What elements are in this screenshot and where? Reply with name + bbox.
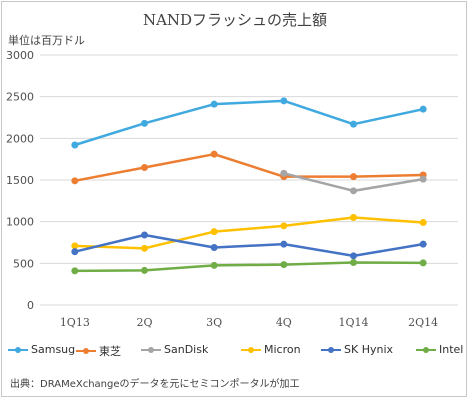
data-point (210, 150, 218, 158)
data-point (141, 119, 148, 127)
legend-swatch (241, 346, 261, 353)
data-point (350, 214, 357, 221)
data-point (280, 97, 288, 105)
legend-swatch (141, 346, 161, 353)
y-tick-label: 2500 (6, 91, 34, 104)
data-point (350, 120, 357, 128)
data-point (350, 259, 357, 266)
legend-item: SK Hynix (321, 343, 393, 356)
legend-label: Intel (439, 343, 464, 356)
x-tick-label: 4Q (276, 316, 292, 329)
legend-swatch (416, 346, 436, 353)
y-tick-label: 0 (27, 299, 34, 312)
series-line (74, 216, 424, 250)
x-tick-label: 1Q13 (60, 316, 90, 329)
data-point (141, 164, 148, 171)
legend-label: 東芝 (99, 345, 121, 358)
data-point (210, 100, 218, 108)
data-point (419, 219, 427, 226)
data-point (141, 266, 148, 274)
y-tick-label: 2000 (6, 132, 34, 145)
y-tick-label: 500 (13, 257, 34, 270)
x-tick-label: 1Q14 (338, 316, 368, 329)
data-point (71, 177, 79, 185)
legend-label: Samsug (31, 343, 76, 356)
x-tick-label: 2Q14 (408, 316, 438, 329)
legend-item: Micron (241, 343, 301, 356)
data-point (210, 228, 218, 236)
series-line (74, 233, 424, 258)
series-line (74, 152, 424, 183)
data-point (280, 169, 288, 177)
legend-label: SanDisk (164, 343, 209, 356)
data-point (210, 244, 218, 251)
legend-item: 東芝 (76, 343, 121, 359)
data-point (210, 261, 218, 269)
chart-legend: Samsug 東芝 SanDisk Micron SK Hynix Intel (8, 343, 468, 361)
y-tick-label: 1500 (6, 174, 34, 187)
data-point (419, 175, 427, 183)
data-point (350, 187, 357, 195)
data-point (280, 222, 288, 230)
legend-label: SK Hynix (344, 343, 394, 356)
legend-swatch (321, 346, 341, 353)
series-line (74, 99, 424, 147)
legend-item: Samsug (8, 343, 75, 356)
series-line (74, 261, 424, 273)
data-point (71, 242, 79, 250)
y-tick-label: 3000 (6, 49, 34, 62)
data-point (350, 252, 357, 260)
data-point (71, 141, 79, 149)
chart-title: NANDフラッシュの売上額 (142, 11, 328, 29)
legend-item: Intel (416, 343, 463, 356)
data-point (280, 261, 288, 269)
legend-item: SanDisk (141, 343, 208, 356)
legend-swatch (8, 346, 28, 353)
data-point (280, 240, 288, 248)
data-point (350, 173, 357, 181)
data-point (419, 105, 427, 113)
x-tick-label: 2Q (136, 316, 152, 329)
data-point (71, 267, 79, 275)
data-point (141, 244, 148, 252)
x-tick-label: 3Q (206, 316, 222, 329)
y-tick-label: 1000 (6, 216, 34, 229)
data-point (71, 248, 79, 256)
source-note: 出典：DRAMeXchangeのデータを元にセミコンポータルが加工 (10, 379, 300, 390)
legend-label: Micron (264, 343, 301, 356)
data-point (419, 259, 427, 267)
y-axis-unit-label: 単位は百万ドル (8, 34, 85, 47)
legend-swatch (76, 348, 96, 354)
data-point (419, 240, 427, 248)
data-point (141, 231, 148, 239)
